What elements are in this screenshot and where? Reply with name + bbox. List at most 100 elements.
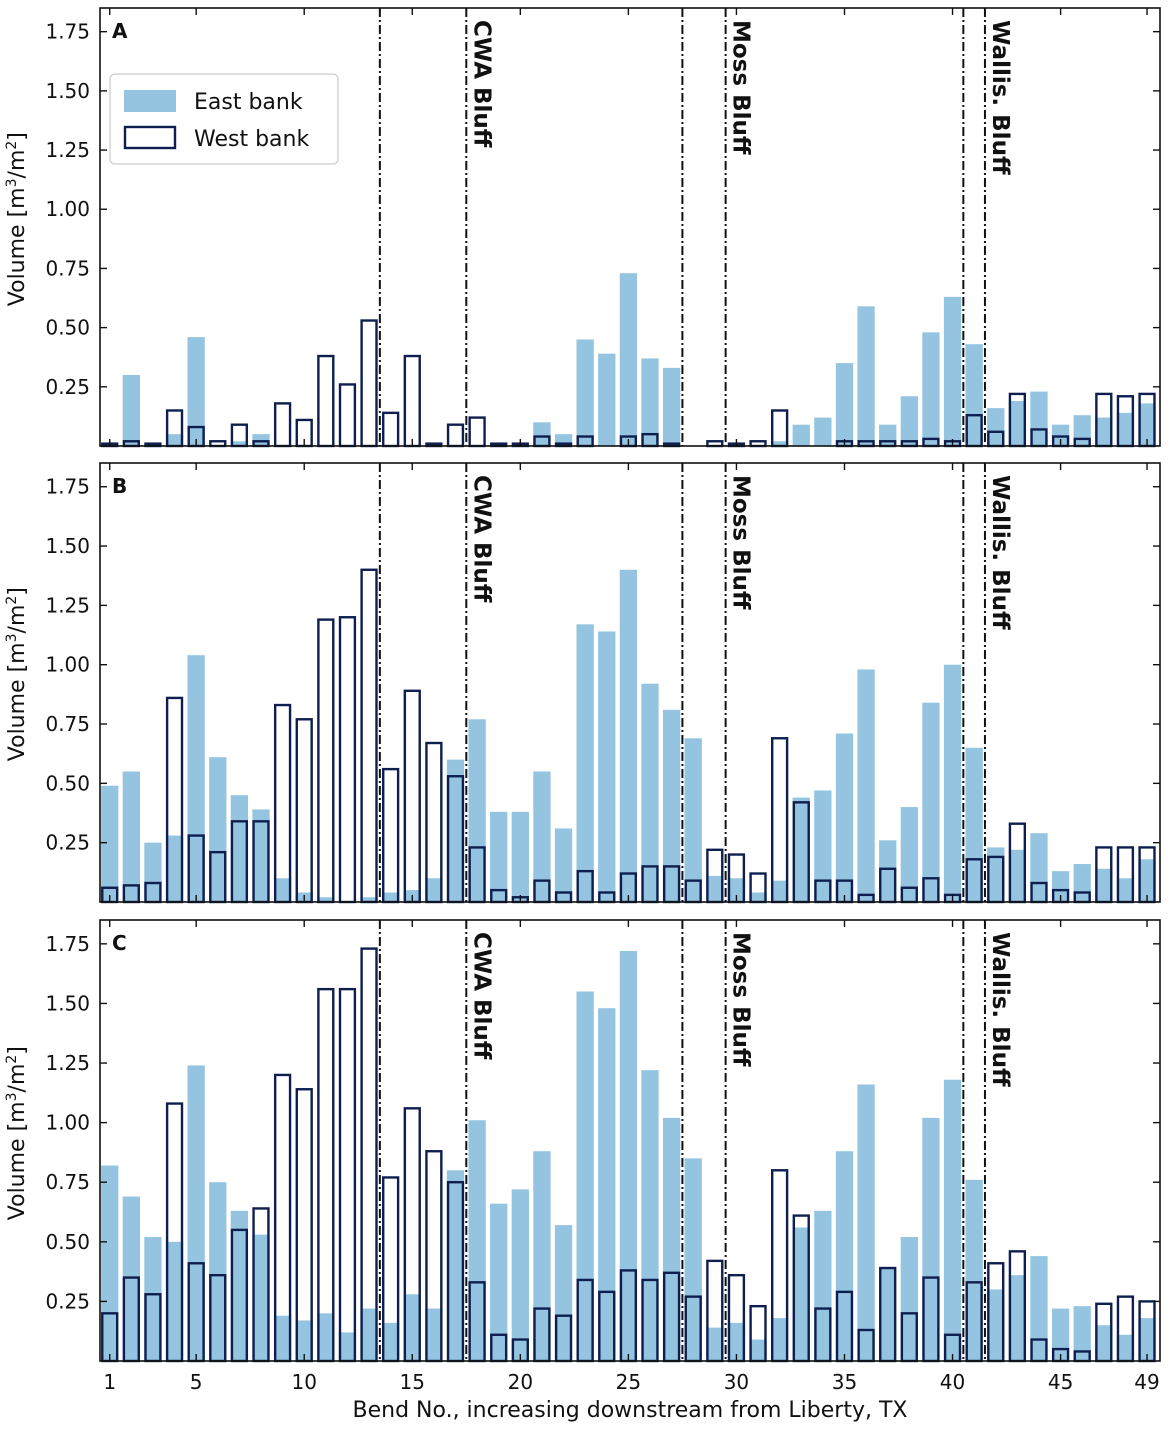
east-bar-c-36	[857, 1084, 875, 1361]
panel-label-c: C	[112, 931, 127, 955]
x-tick-label-3: 10	[291, 1370, 316, 1394]
east-bar-b-31	[749, 892, 767, 902]
east-bar-c-43	[1008, 1275, 1027, 1361]
west-bar-a-18	[468, 416, 486, 448]
west-bar-b-10	[295, 718, 313, 904]
east-bar-c-19	[490, 1203, 508, 1361]
y-tick-label-a-5: 1.25	[45, 138, 90, 162]
y-tick-label-a-6: 1.50	[45, 79, 90, 103]
east-bar-b-28	[684, 738, 702, 902]
west-bar-c-13	[360, 947, 378, 1363]
y-tick-label-a-7: 1.75	[45, 20, 90, 44]
east-bar-c-40	[943, 1079, 962, 1361]
east-bar-b-6	[209, 757, 227, 902]
west-bar-a-9	[273, 402, 292, 448]
east-bar-a-42	[987, 408, 1005, 446]
east-bar-c-47	[1095, 1325, 1113, 1361]
east-bar-a-33	[792, 424, 810, 446]
east-bar-b-42	[987, 847, 1005, 902]
y-tick-label-c-2: 0.50	[45, 1230, 90, 1254]
east-bar-b-4	[165, 835, 184, 902]
east-bar-b-38	[900, 807, 918, 902]
east-bar-b-21	[533, 771, 551, 902]
east-bar-a-24	[598, 353, 616, 446]
east-bar-b-43	[1008, 849, 1027, 902]
east-bar-c-48	[1116, 1334, 1135, 1361]
east-bar-c-8	[252, 1234, 270, 1361]
legend-east-swatch	[124, 90, 176, 112]
east-bar-c-10	[295, 1320, 313, 1361]
axes-frame-c	[99, 919, 1161, 1362]
east-bar-c-21	[533, 1151, 551, 1361]
east-bar-c-31	[749, 1339, 767, 1361]
east-bar-a-7	[230, 441, 249, 446]
east-bar-b-45	[1051, 871, 1070, 902]
y-tick-label-b-3: 0.75	[45, 712, 90, 736]
y-tick-label-c-7: 1.75	[45, 932, 90, 956]
east-bar-b-49	[1138, 859, 1156, 902]
y-tick-label-b-5: 1.25	[45, 593, 90, 617]
east-bar-b-1	[101, 785, 119, 902]
east-bar-c-39	[922, 1117, 940, 1361]
east-bar-c-27	[662, 1117, 681, 1361]
east-bar-b-19	[490, 811, 508, 902]
east-bar-a-39	[922, 332, 940, 446]
y-tick-label-c-1: 0.25	[45, 1289, 90, 1313]
east-bar-c-35	[835, 1151, 854, 1361]
west-bar-c-10	[295, 1088, 313, 1363]
east-bar-b-30	[727, 878, 746, 902]
y-tick-label-c-4: 1.00	[45, 1111, 90, 1135]
annotation-a-3: Wallis. Bluff	[987, 20, 1013, 175]
legend-west-label: West bank	[194, 127, 309, 152]
y-tick-label-c-3: 0.75	[45, 1170, 90, 1194]
west-bar-b-9	[273, 703, 292, 904]
west-bar-b-12	[338, 616, 357, 904]
east-bar-b-23	[576, 624, 594, 902]
east-bar-a-36	[857, 306, 875, 446]
x-tick-label-2: 5	[190, 1370, 203, 1394]
y-tick-label-c-6: 1.50	[45, 991, 90, 1015]
y-axis-label-a: Volume [m3/m2]	[3, 132, 31, 307]
y-tick-label-b-2: 0.50	[45, 771, 90, 795]
east-bar-c-3	[144, 1237, 162, 1361]
x-tick-label-9: 40	[940, 1370, 965, 1394]
east-bar-c-12	[338, 1332, 357, 1361]
x-tick-label-4: 15	[400, 1370, 425, 1394]
east-bar-b-9	[273, 878, 292, 902]
east-bar-a-32	[771, 441, 789, 446]
west-bar-a-11	[317, 354, 335, 448]
annotation-a-2: Moss Bluff	[728, 20, 754, 155]
east-bar-b-17	[446, 759, 465, 902]
y-tick-label-b-1: 0.25	[45, 831, 90, 855]
east-bar-c-32	[771, 1318, 789, 1361]
x-tick-label-8: 35	[832, 1370, 857, 1394]
east-bar-b-18	[468, 719, 486, 902]
x-tick-label-7: 30	[724, 1370, 749, 1394]
axes-frame-a	[99, 7, 1161, 447]
east-bar-c-16	[425, 1308, 443, 1361]
east-bar-b-14	[382, 892, 400, 902]
annotation-b-2: Moss Bluff	[728, 475, 754, 610]
y-tick-label-b-6: 1.50	[45, 534, 90, 558]
east-bar-b-5	[187, 655, 205, 902]
east-bar-a-41	[965, 344, 983, 446]
y-axis-label-c: Volume [m3/m2]	[3, 1046, 31, 1221]
east-bar-c-20	[511, 1189, 529, 1361]
east-bar-c-14	[382, 1322, 400, 1361]
east-bar-b-46	[1073, 864, 1091, 902]
west-bar-b-15	[403, 689, 421, 904]
east-bar-b-25	[619, 569, 638, 902]
east-bar-b-13	[360, 897, 378, 902]
east-bar-a-25	[619, 273, 638, 446]
east-bar-b-48	[1116, 878, 1135, 902]
east-bar-c-30	[727, 1322, 746, 1361]
east-bar-b-40	[943, 664, 962, 902]
east-bar-c-49	[1138, 1318, 1156, 1361]
east-bar-b-11	[317, 897, 335, 902]
east-bar-c-5	[187, 1065, 205, 1361]
east-bar-a-48	[1116, 412, 1135, 446]
x-tick-label-5: 20	[508, 1370, 533, 1394]
annotation-c-3: Wallis. Bluff	[987, 932, 1013, 1087]
x-tick-label-1: 1	[103, 1370, 116, 1394]
